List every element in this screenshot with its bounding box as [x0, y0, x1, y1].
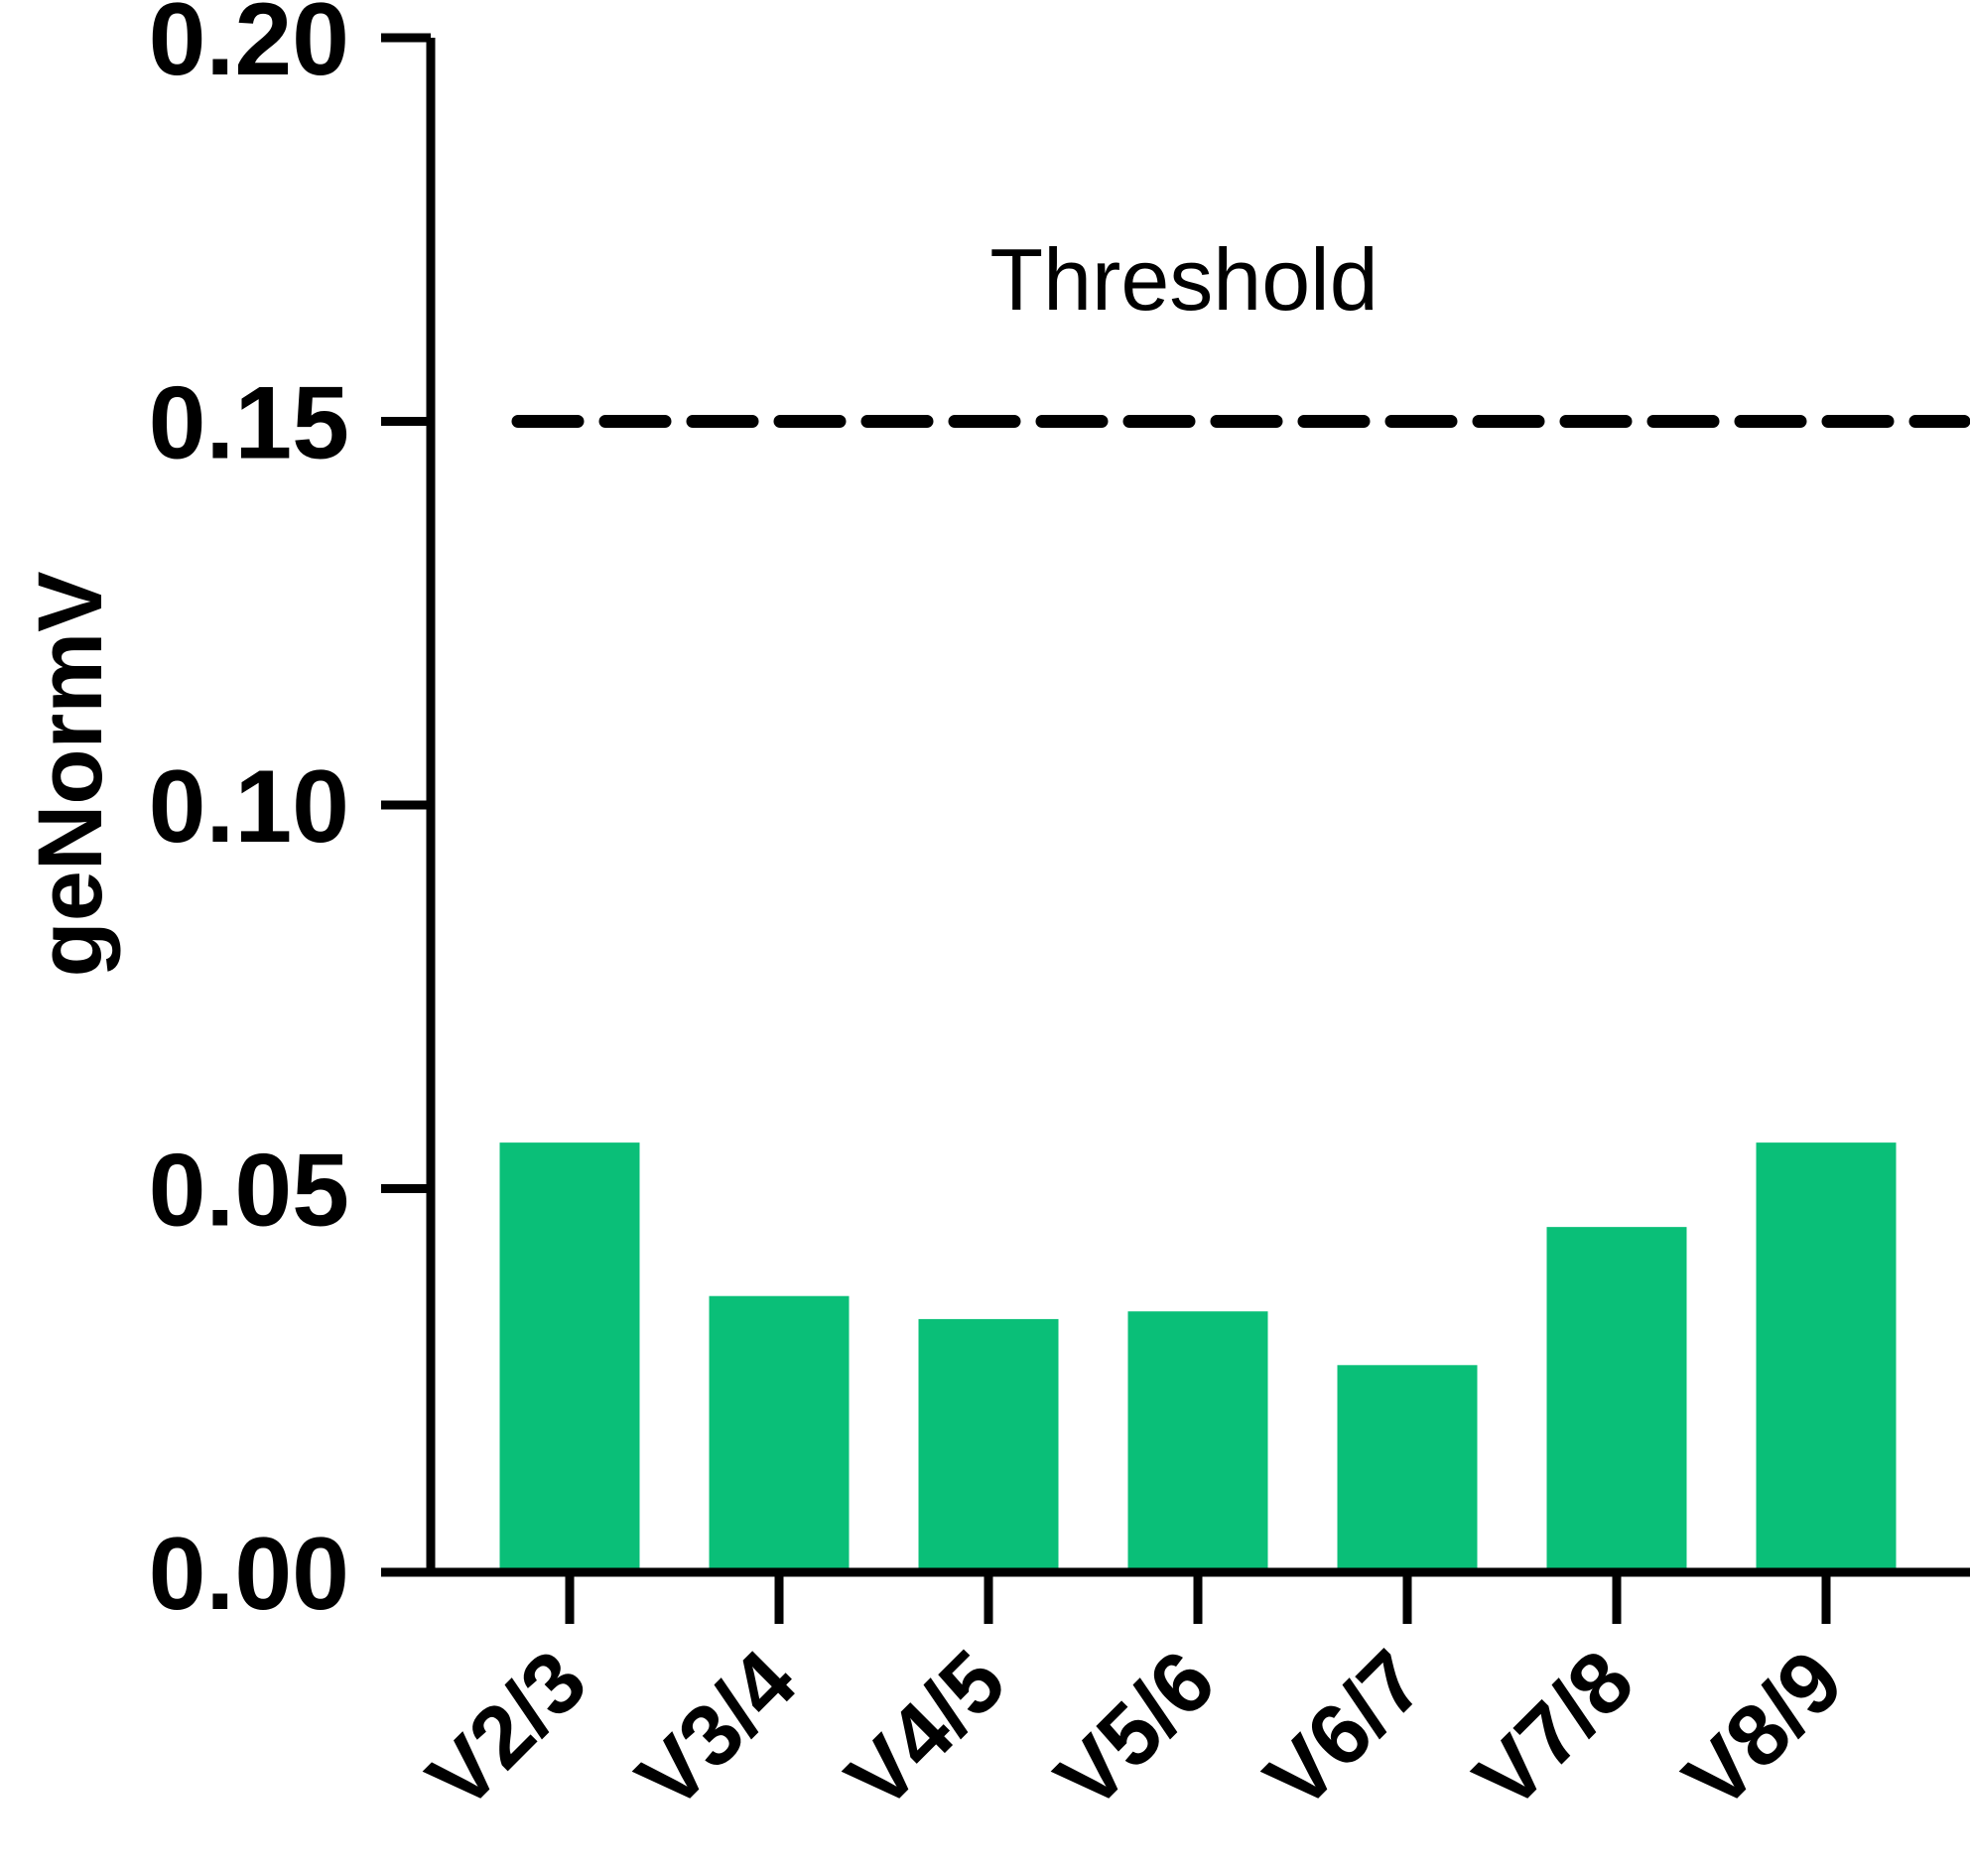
bars-group	[499, 1142, 1897, 1572]
bar-v2-3	[499, 1142, 640, 1572]
x-tick-label: V5/6	[1036, 1631, 1233, 1827]
threshold-label: Threshold	[989, 230, 1378, 329]
x-tick-label: V7/8	[1455, 1631, 1651, 1827]
y-tick-label: 0.05	[149, 1134, 349, 1249]
bar-v8-9	[1756, 1142, 1897, 1572]
y-tick-label: 0.10	[149, 749, 349, 865]
bar-v6-7	[1337, 1365, 1478, 1572]
x-tick-label: V4/5	[827, 1631, 1023, 1827]
x-tick-label: V6/7	[1246, 1631, 1442, 1827]
y-axis-title: geNormV	[20, 572, 121, 978]
y-tick-label: 0.15	[149, 366, 349, 481]
bar-v5-6	[1127, 1311, 1268, 1572]
y-ticks-group: 0.00 0.05 0.10 0.15 0.20	[149, 0, 431, 1632]
x-tick-label: V3/4	[617, 1631, 814, 1827]
x-tick-label: V8/9	[1664, 1631, 1861, 1827]
y-tick-label: 0.00	[149, 1517, 349, 1632]
bar-v3-4	[709, 1295, 850, 1572]
y-tick-label: 0.20	[149, 0, 349, 97]
x-tick-label: V2/3	[408, 1631, 604, 1827]
bar-v4-5	[918, 1318, 1059, 1572]
x-ticks-group: V2/3 V3/4 V4/5 V5/6 V6/7 V7/8 V8/9	[408, 1572, 1861, 1827]
bar-v7-8	[1546, 1227, 1687, 1572]
